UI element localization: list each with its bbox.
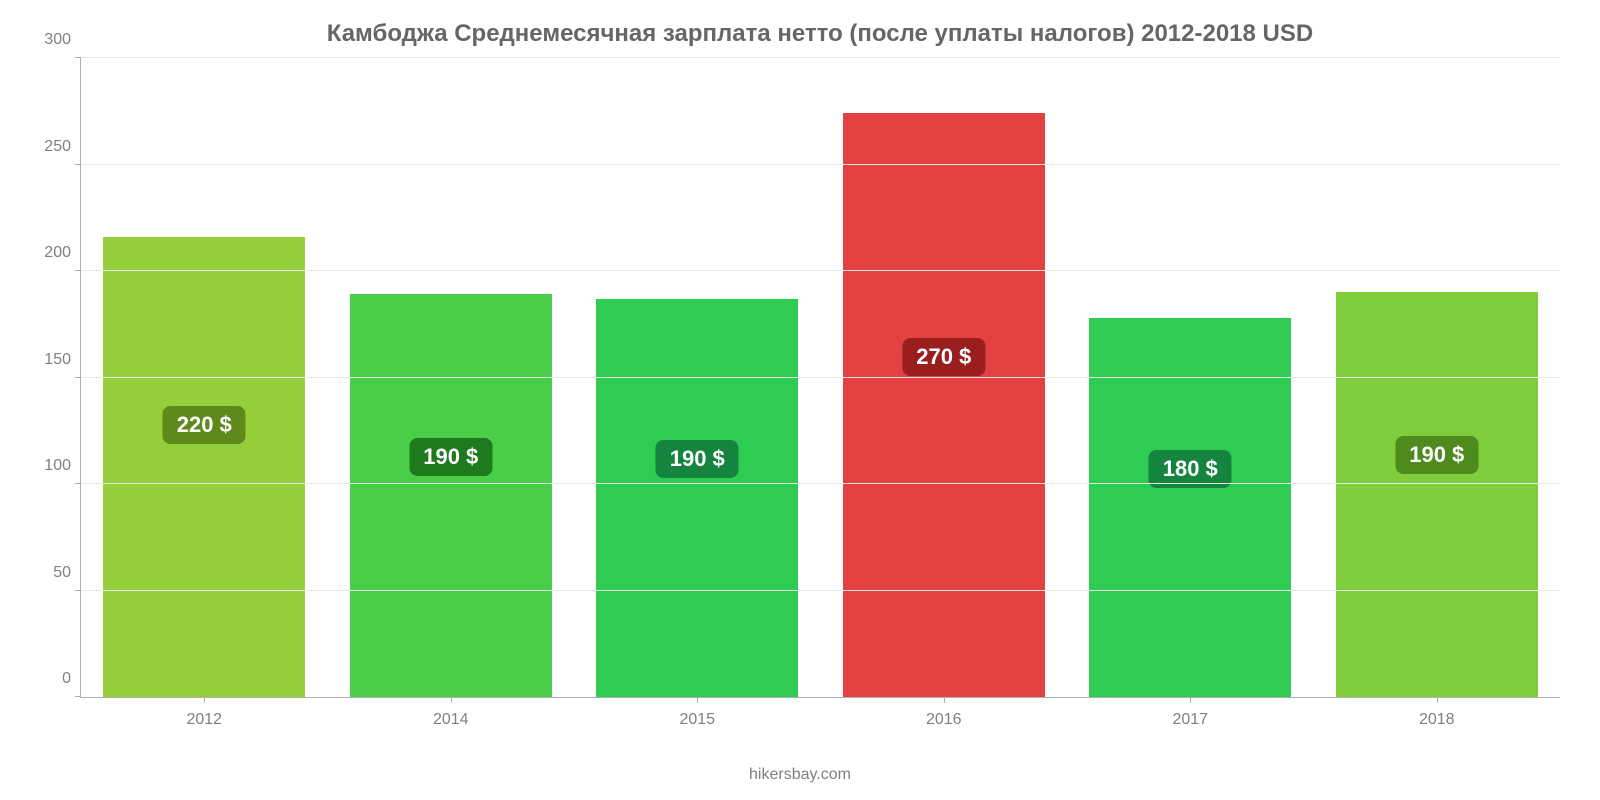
y-tick-mark bbox=[75, 483, 81, 484]
y-tick-label: 300 bbox=[44, 31, 81, 49]
x-tick-mark bbox=[1437, 697, 1438, 703]
bar-value-label: 270 $ bbox=[902, 338, 985, 376]
y-tick-mark bbox=[75, 270, 81, 271]
grid-line bbox=[81, 57, 1560, 58]
bar-value-label: 190 $ bbox=[1395, 436, 1478, 474]
bar-slot: 190 $2014 bbox=[328, 58, 575, 697]
bar-slot: 180 $2017 bbox=[1067, 58, 1314, 697]
y-tick-label: 200 bbox=[44, 244, 81, 262]
bar: 190 $ bbox=[596, 299, 798, 697]
grid-line bbox=[81, 483, 1560, 484]
y-tick-mark bbox=[75, 57, 81, 58]
grid-line bbox=[81, 377, 1560, 378]
bar-value-label: 220 $ bbox=[163, 406, 246, 444]
y-tick-mark bbox=[75, 164, 81, 165]
y-tick-label: 0 bbox=[62, 670, 81, 688]
y-tick-mark bbox=[75, 590, 81, 591]
bar-slot: 270 $2016 bbox=[821, 58, 1068, 697]
x-tick-mark bbox=[451, 697, 452, 703]
bar-slot: 190 $2018 bbox=[1314, 58, 1561, 697]
bar: 220 $ bbox=[103, 237, 305, 697]
y-tick-label: 150 bbox=[44, 351, 81, 369]
grid-line bbox=[81, 164, 1560, 165]
x-tick-mark bbox=[1190, 697, 1191, 703]
x-tick-mark bbox=[204, 697, 205, 703]
bar: 190 $ bbox=[350, 294, 552, 697]
bar: 190 $ bbox=[1336, 292, 1538, 697]
bar: 180 $ bbox=[1089, 318, 1291, 697]
bars-container: 220 $2012190 $2014190 $2015270 $2016180 … bbox=[81, 58, 1560, 697]
x-tick-mark bbox=[944, 697, 945, 703]
bar: 270 $ bbox=[843, 113, 1045, 697]
y-tick-mark bbox=[75, 696, 81, 697]
chart-credit: hikersbay.com bbox=[749, 766, 851, 784]
bar-slot: 190 $2015 bbox=[574, 58, 821, 697]
y-tick-label: 100 bbox=[44, 457, 81, 475]
y-tick-label: 250 bbox=[44, 138, 81, 156]
y-tick-label: 50 bbox=[53, 564, 81, 582]
chart-title: Камбоджа Среднемесячная зарплата нетто (… bbox=[80, 20, 1560, 48]
plot-area: 220 $2012190 $2014190 $2015270 $2016180 … bbox=[80, 58, 1560, 698]
bar-value-label: 190 $ bbox=[409, 438, 492, 476]
grid-line bbox=[81, 270, 1560, 271]
salary-bar-chart: Камбоджа Среднемесячная зарплата нетто (… bbox=[0, 0, 1600, 800]
grid-line bbox=[81, 590, 1560, 591]
bar-slot: 220 $2012 bbox=[81, 58, 328, 697]
y-tick-mark bbox=[75, 377, 81, 378]
bar-value-label: 190 $ bbox=[656, 440, 739, 478]
x-tick-mark bbox=[697, 697, 698, 703]
